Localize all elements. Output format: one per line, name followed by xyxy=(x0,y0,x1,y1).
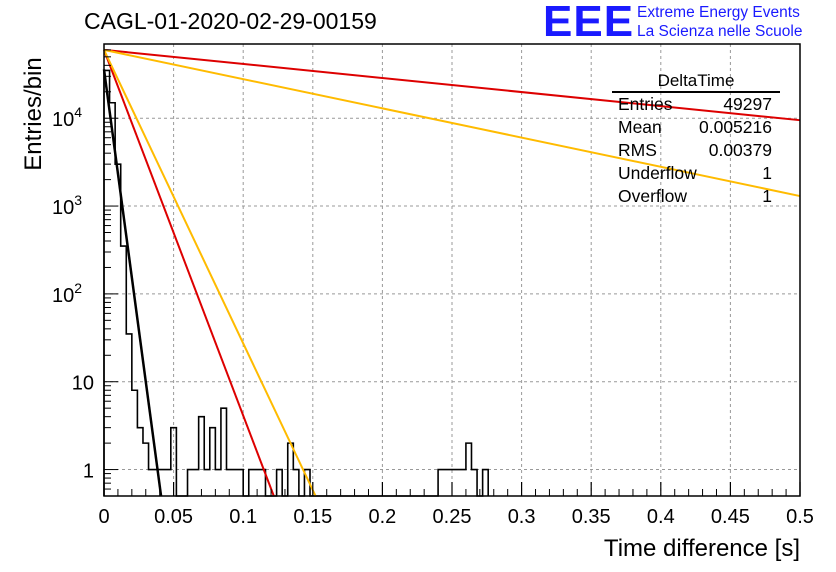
x-axis: 0 0.05 0.1 0.15 0.2 0.25 0.3 0.35 0.4 0.45 0.5 xyxy=(98,482,814,528)
x-tick-label: 0.05 xyxy=(154,506,193,528)
x-tick-label: 0 xyxy=(98,506,109,528)
stats-title: DeltaTime xyxy=(612,70,780,93)
histogram-outline xyxy=(103,69,489,497)
eee-logo: EEE xyxy=(543,0,635,46)
stat-value: 1 xyxy=(762,163,772,183)
stat-label: Entries xyxy=(618,94,673,114)
chart-title: CAGL-01-2020-02-29-00159 xyxy=(84,8,377,34)
x-tick-label: 0.1 xyxy=(229,506,257,528)
logo-line-1: Extreme Energy Events xyxy=(637,4,800,21)
x-tick-label: 0.45 xyxy=(711,506,750,528)
x-tick-label: 0.35 xyxy=(572,506,611,528)
y-tick-label: 1 xyxy=(83,461,94,483)
fit-line xyxy=(103,49,317,497)
y-axis-label: Entries/bin xyxy=(20,57,47,171)
stat-label: Underflow xyxy=(618,163,697,183)
stat-row-entries: Entries 49297 xyxy=(612,93,780,116)
y-tick-label: 103 xyxy=(52,192,82,219)
stat-row-mean: Mean 0.005216 xyxy=(612,116,780,139)
fit-line xyxy=(103,48,801,122)
x-axis-label: Time difference [s] xyxy=(603,535,800,562)
stat-value: 0.005216 xyxy=(699,117,772,137)
stat-label: Mean xyxy=(618,117,662,137)
x-tick-label: 0.15 xyxy=(293,506,332,528)
y-tick-label: 102 xyxy=(52,280,82,307)
stat-row-underflow: Underflow 1 xyxy=(612,162,780,185)
fit-curves xyxy=(102,48,801,497)
stat-row-rms: RMS 0.00379 xyxy=(612,139,780,162)
logo-line-2: La Scienza nelle Scuole xyxy=(637,23,803,40)
stat-value: 0.00379 xyxy=(708,140,772,160)
y-tick-label: 10 xyxy=(72,373,94,395)
stats-box: DeltaTime Entries 49297 Mean 0.005216 RM… xyxy=(612,70,780,208)
stat-label: RMS xyxy=(618,140,657,160)
x-tick-label: 0.2 xyxy=(368,506,396,528)
stat-label: Overflow xyxy=(618,186,688,206)
stat-row-overflow: Overflow 1 xyxy=(612,185,780,208)
fit-line xyxy=(102,69,163,497)
y-tick-label: 104 xyxy=(52,104,82,131)
x-tick-label: 0.3 xyxy=(508,506,536,528)
x-tick-label: 0.25 xyxy=(433,506,472,528)
stat-value: 1 xyxy=(762,186,772,206)
fit-line xyxy=(103,48,801,198)
y-axis: 1 10 102 103 104 xyxy=(52,43,118,497)
histogram-series xyxy=(103,69,489,497)
fit-line xyxy=(103,49,275,497)
x-tick-label: 0.4 xyxy=(647,506,675,528)
x-tick-label: 0.5 xyxy=(786,506,814,528)
stat-value: 49297 xyxy=(723,94,772,114)
